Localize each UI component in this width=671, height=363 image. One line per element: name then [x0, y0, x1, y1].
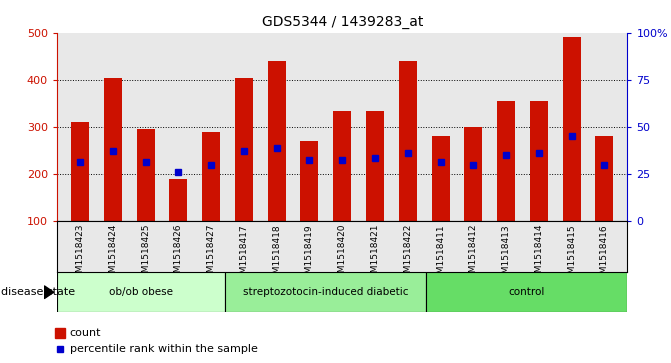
- Text: GSM1518423: GSM1518423: [75, 224, 85, 285]
- Text: GSM1518414: GSM1518414: [534, 224, 544, 285]
- Bar: [431, 136, 450, 221]
- Text: GSM1518419: GSM1518419: [305, 224, 314, 285]
- Bar: [57, 272, 225, 312]
- Text: GSM1518425: GSM1518425: [141, 224, 150, 285]
- Text: control: control: [509, 287, 545, 297]
- Bar: [268, 61, 286, 221]
- Polygon shape: [44, 286, 54, 299]
- Bar: [366, 110, 384, 221]
- Text: GSM1518415: GSM1518415: [567, 224, 576, 285]
- Text: GSM1518417: GSM1518417: [240, 224, 248, 285]
- Bar: [71, 122, 89, 221]
- Text: GSM1518413: GSM1518413: [502, 224, 511, 285]
- Text: percentile rank within the sample: percentile rank within the sample: [70, 344, 258, 354]
- Text: GSM1518426: GSM1518426: [174, 224, 183, 285]
- Bar: [104, 77, 121, 221]
- Text: GSM1518421: GSM1518421: [370, 224, 380, 285]
- Bar: [333, 110, 351, 221]
- Text: GSM1518422: GSM1518422: [403, 224, 412, 284]
- Text: GSM1518418: GSM1518418: [272, 224, 281, 285]
- Text: GSM1518412: GSM1518412: [469, 224, 478, 285]
- Bar: [202, 132, 220, 221]
- Text: GSM1518416: GSM1518416: [600, 224, 609, 285]
- Bar: [595, 136, 613, 221]
- Bar: [235, 77, 253, 221]
- Bar: [426, 272, 627, 312]
- Text: streptozotocin-induced diabetic: streptozotocin-induced diabetic: [243, 287, 408, 297]
- Bar: [399, 61, 417, 221]
- Text: ob/ob obese: ob/ob obese: [109, 287, 173, 297]
- Bar: [530, 101, 548, 221]
- Bar: [136, 130, 154, 221]
- Bar: [225, 272, 426, 312]
- Text: GSM1518424: GSM1518424: [108, 224, 117, 284]
- Title: GDS5344 / 1439283_at: GDS5344 / 1439283_at: [262, 15, 423, 29]
- Text: disease state: disease state: [1, 287, 74, 297]
- Text: GSM1518427: GSM1518427: [207, 224, 215, 285]
- Bar: [497, 101, 515, 221]
- Bar: [563, 37, 580, 221]
- Text: GSM1518420: GSM1518420: [338, 224, 347, 285]
- Bar: [301, 141, 319, 221]
- Text: GSM1518411: GSM1518411: [436, 224, 445, 285]
- Bar: [169, 179, 187, 221]
- Bar: [464, 127, 482, 221]
- Text: count: count: [70, 328, 101, 338]
